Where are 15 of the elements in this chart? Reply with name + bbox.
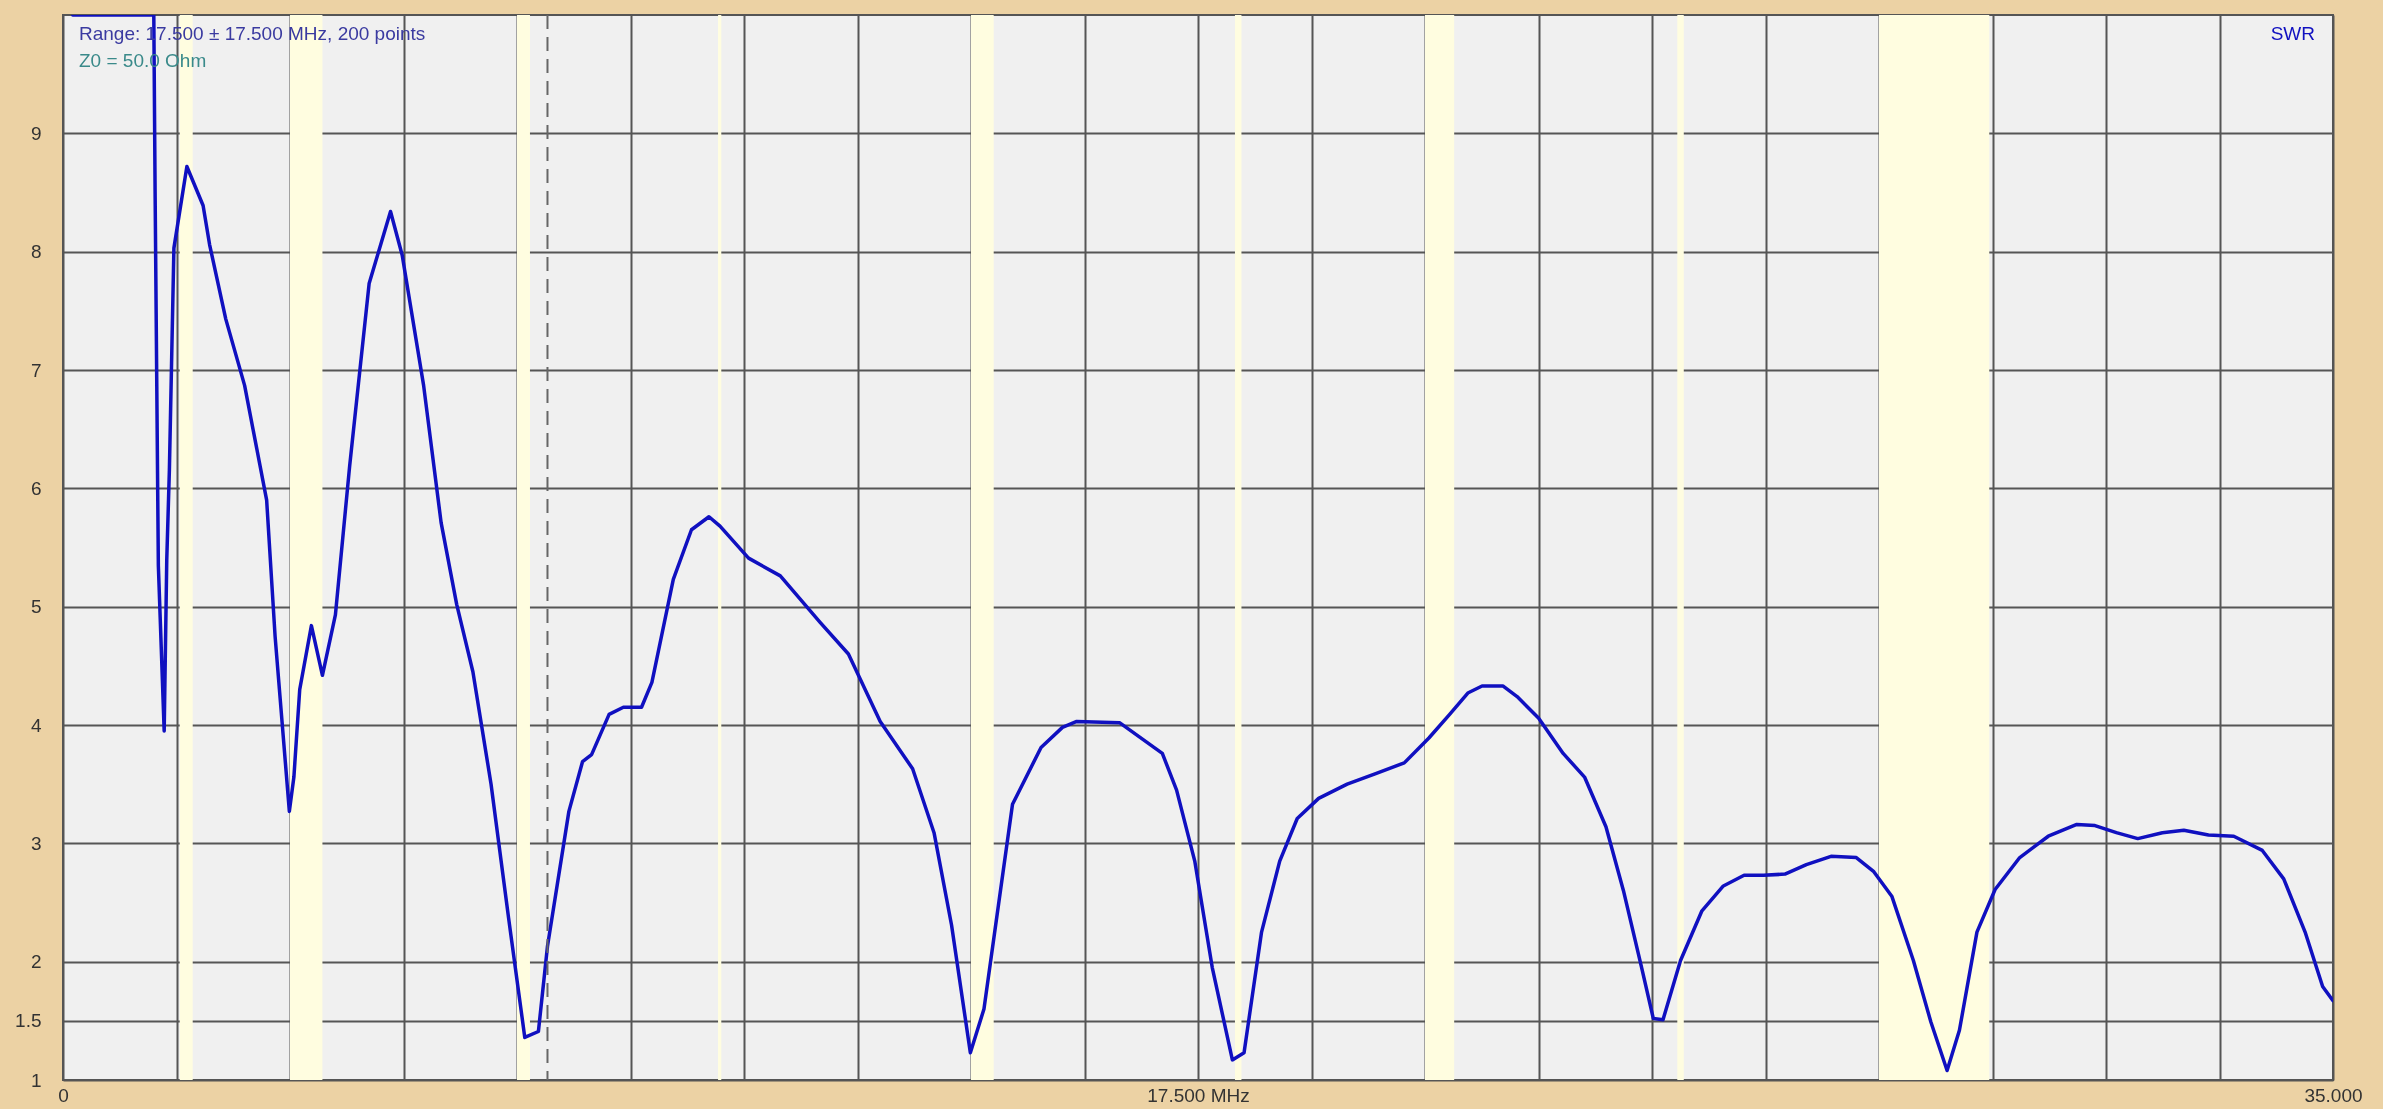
y-tick-label: 6 — [30, 477, 42, 499]
y-tick-label: 3 — [30, 832, 42, 854]
y-tick-label: 7 — [30, 359, 42, 381]
y-tick-label: 1 — [30, 1069, 42, 1091]
y-tick-label: 8 — [30, 241, 42, 263]
y-tick-label: 9 — [30, 122, 42, 144]
y-tick-label: 4 — [30, 714, 42, 736]
y-tick-label: 1.5 — [15, 1010, 42, 1032]
y-tick-label: 2 — [30, 951, 42, 973]
y-tick-label: 5 — [30, 596, 42, 618]
x-tick-label: 17.500 MHz — [1147, 1084, 1250, 1106]
line-series — [70, 15, 2333, 1073]
x-tick-label: 0 — [58, 1084, 69, 1106]
text: SWR — [2270, 23, 2315, 44]
x-tick-label: 35.000 — [2304, 1084, 2363, 1106]
